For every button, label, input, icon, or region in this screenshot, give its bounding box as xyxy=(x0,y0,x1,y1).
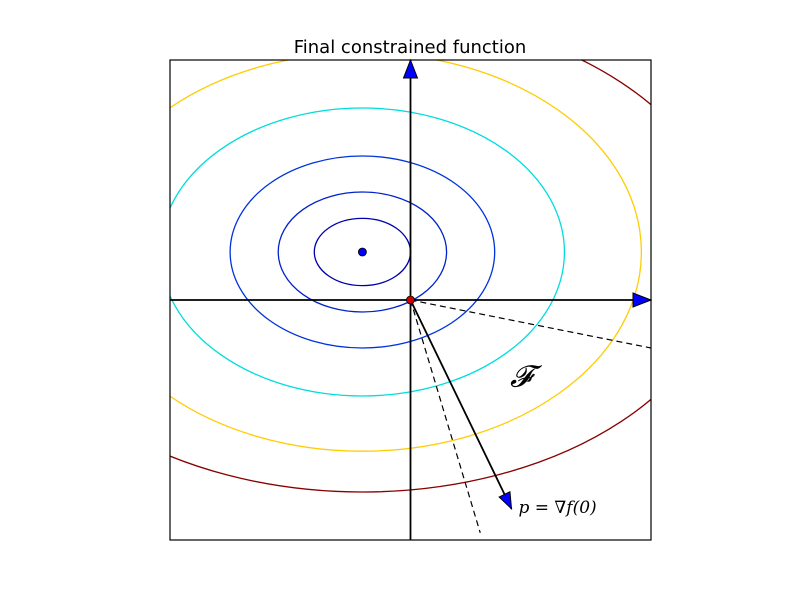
origin-point xyxy=(406,295,415,305)
gradient-arrow-shaft xyxy=(409,299,513,510)
gradient-arrowhead xyxy=(498,491,513,511)
annotation-layer: p = ∇f(0) 𝓕 xyxy=(170,58,653,540)
gradient-label: p = ∇f(0) xyxy=(519,498,597,518)
contour-line-6 xyxy=(170,60,651,493)
contour-line-4 xyxy=(170,107,566,397)
x-axis-arrowhead xyxy=(632,292,653,308)
chart-title: Final constrained function xyxy=(294,37,527,58)
plot-frame xyxy=(169,59,652,541)
contour-lines xyxy=(170,60,651,493)
contour-line-2 xyxy=(277,191,448,313)
feasible-region-label: 𝓕 xyxy=(510,359,543,394)
minimum-point xyxy=(357,247,367,257)
contour-line-5 xyxy=(170,60,642,452)
y-axis-arrowhead xyxy=(402,58,419,79)
cone-boundary-line-2 xyxy=(409,299,481,533)
contour-line-3 xyxy=(229,155,496,349)
cone-boundary-line-1 xyxy=(410,299,652,349)
